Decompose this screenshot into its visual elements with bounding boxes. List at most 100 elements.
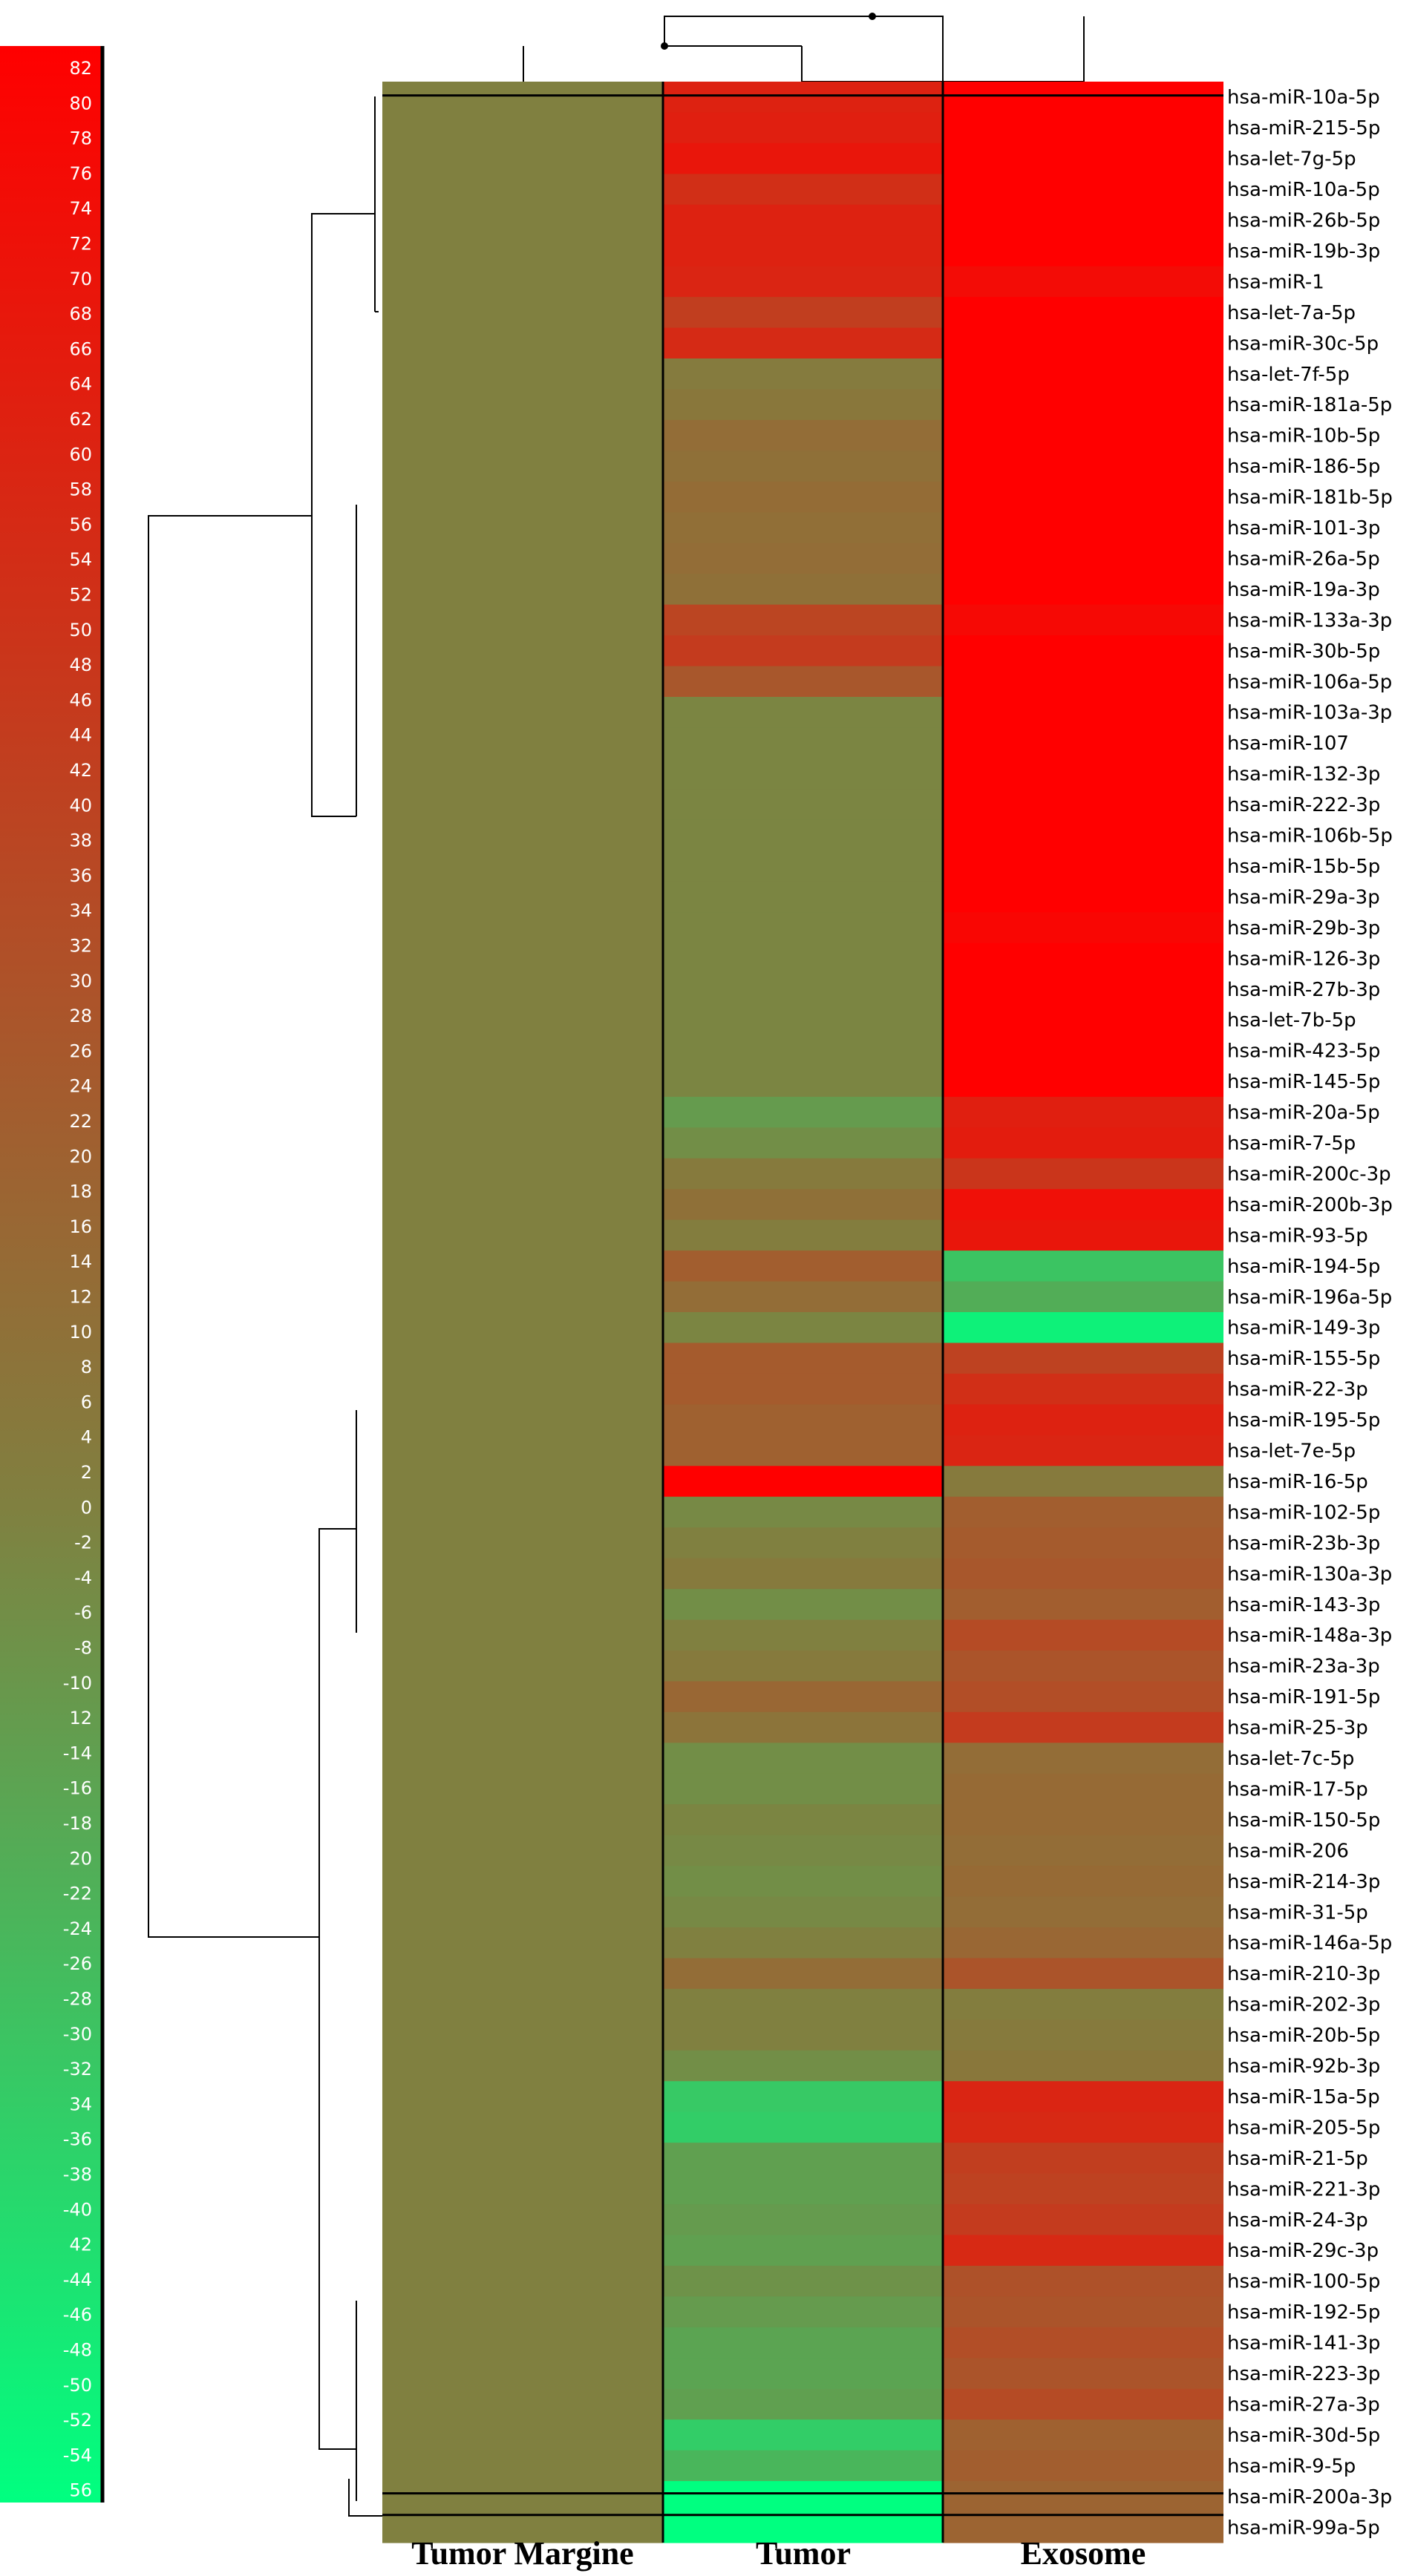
heatmap-cell: [663, 1466, 944, 1498]
heatmap-cell: [943, 327, 1223, 359]
heatmap-cell: [382, 1066, 663, 1098]
heatmap-cell: [663, 2143, 944, 2174]
heatmap-cell: [943, 1589, 1223, 1621]
heatmap-cell: [943, 2081, 1223, 2113]
gene-label: hsa-miR-145-5p: [1227, 1071, 1380, 1093]
gene-label: hsa-miR-30c-5p: [1227, 332, 1379, 355]
heatmap-cell: [663, 974, 944, 1006]
gene-label: hsa-miR-23a-3p: [1227, 1656, 1380, 1678]
heatmap-cell: [382, 1835, 663, 1867]
heatmap-cell: [382, 327, 663, 359]
heatmap-cell: [663, 450, 944, 482]
heatmap-cell: [943, 204, 1223, 236]
gene-label: hsa-miR-141-3p: [1227, 2333, 1380, 2355]
heatmap-cell: [663, 1496, 944, 1528]
color-scale-tick-label: 82: [69, 58, 92, 79]
gene-label: hsa-miR-149-3p: [1227, 1317, 1380, 1340]
heatmap-cell: [382, 2481, 663, 2513]
gene-label: hsa-miR-20b-5p: [1227, 2025, 1380, 2047]
heatmap-cell: [382, 1158, 663, 1190]
heatmap-cell: [382, 974, 663, 1006]
heatmap-cell: [663, 512, 944, 544]
heatmap-cell: [663, 1773, 944, 1805]
heatmap-cell: [663, 1281, 944, 1313]
heatmap-cell: [663, 2358, 944, 2390]
color-scale-tick-label: -28: [63, 1989, 92, 2010]
column-dendrogram-node: [869, 13, 876, 20]
color-scale-tick-label: 34: [69, 2094, 92, 2114]
heatmap-cell: [663, 1219, 944, 1251]
gene-label: hsa-miR-22-3p: [1227, 1379, 1368, 1401]
heatmap-cell: [663, 2019, 944, 2051]
heatmap-cell: [943, 635, 1223, 667]
color-scale-tick-label: 72: [69, 234, 92, 255]
color-scale-tick-label: 50: [69, 620, 92, 640]
color-scale-tick-label: 30: [69, 971, 92, 992]
heatmap-cell: [663, 574, 944, 606]
heatmap-cell: [382, 266, 663, 298]
color-scale-tick-label: 2: [81, 1462, 92, 1483]
heatmap-cell: [943, 1527, 1223, 1559]
gene-label: hsa-miR-15a-5p: [1227, 2086, 1380, 2108]
gene-label: hsa-miR-23b-3p: [1227, 1533, 1380, 1555]
heatmap-cell: [663, 758, 944, 790]
color-scale-tick-label: 64: [69, 374, 92, 395]
gene-label: hsa-miR-155-5p: [1227, 1348, 1380, 1370]
color-scale-tick-label: -48: [63, 2340, 92, 2361]
gene-label: hsa-miR-1: [1227, 271, 1324, 293]
heatmap-cell: [382, 2111, 663, 2143]
gene-label: hsa-miR-146a-5p: [1227, 1933, 1392, 1955]
heatmap-cell: [943, 389, 1223, 421]
color-scale-tick-label: 46: [69, 689, 92, 710]
gene-label: hsa-miR-106b-5p: [1227, 825, 1393, 848]
gene-label: hsa-miR-102-5p: [1227, 1501, 1380, 1524]
heatmap-cell: [663, 1035, 944, 1066]
gene-label: hsa-miR-27b-3p: [1227, 979, 1380, 1001]
heatmap-cell: [943, 2019, 1223, 2051]
heatmap-cell: [382, 142, 663, 174]
heatmap-cell: [943, 2265, 1223, 2297]
heatmap-cell: [943, 2481, 1223, 2513]
heatmap-cell: [663, 1373, 944, 1405]
heatmap-cell: [943, 358, 1223, 390]
heatmap-cell: [382, 1219, 663, 1251]
heatmap-cell: [382, 2358, 663, 2390]
color-scale-tick-label: -26: [63, 1953, 92, 1974]
gene-label: hsa-miR-10a-5p: [1227, 179, 1380, 201]
heatmap-cell: [663, 1589, 944, 1621]
heatmap-cell: [943, 1466, 1223, 1498]
color-scale-tick-label: -16: [63, 1778, 92, 1799]
row-dendrogram-root: [148, 515, 319, 1938]
color-scale-tick-label: 18: [69, 1182, 92, 1202]
heatmap-cell: [382, 1988, 663, 2020]
color-scale-tick-label: 8: [81, 1357, 92, 1377]
color-scale-tick-label: 62: [69, 409, 92, 430]
heatmap-cell: [663, 1619, 944, 1651]
heatmap-cell: [382, 1619, 663, 1651]
color-scale-tick-label: -6: [74, 1602, 92, 1623]
color-scale-tick-label: -14: [63, 1743, 92, 1763]
heatmap-cell: [382, 574, 663, 606]
heatmap-cell: [382, 2296, 663, 2328]
heatmap-cell: [382, 2143, 663, 2174]
heatmap-cell: [382, 1404, 663, 1436]
color-scale-tick-label: 42: [69, 2235, 92, 2255]
heatmap-cell: [382, 1866, 663, 1898]
heatmap-cell: [943, 419, 1223, 451]
color-scale-tick-label: 42: [69, 760, 92, 781]
heatmap-cell: [663, 82, 944, 114]
heatmap-cell: [943, 1373, 1223, 1405]
color-scale-tick-label: -32: [63, 2059, 92, 2080]
heatmap-cell: [382, 1527, 663, 1559]
gene-label: hsa-let-7c-5p: [1227, 1748, 1354, 1770]
heatmap-cell: [382, 881, 663, 913]
heatmap-cell: [382, 666, 663, 698]
heatmap-cell: [943, 943, 1223, 974]
heatmap-cell: [663, 358, 944, 390]
heatmap-cell: [943, 1496, 1223, 1528]
gene-label: hsa-miR-130a-3p: [1227, 1563, 1392, 1585]
heatmap-separators: [382, 82, 1223, 2543]
color-scale-tick-label: 48: [69, 655, 92, 675]
gene-label: hsa-miR-16-5p: [1227, 1471, 1368, 1493]
heatmap-cell: [943, 881, 1223, 913]
